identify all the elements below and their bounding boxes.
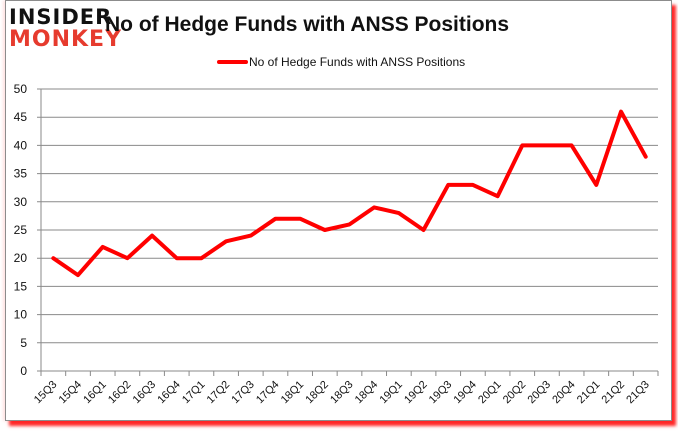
x-tick-label: 16Q1 xyxy=(81,379,109,407)
gridlines xyxy=(37,88,658,372)
y-tick-label: 5 xyxy=(20,336,27,350)
x-tick-label: 15Q3 xyxy=(32,379,60,407)
x-tick-label: 17Q2 xyxy=(205,379,233,407)
x-tick-label: 15Q4 xyxy=(57,379,85,407)
chart-legend: No of Hedge Funds with ANSS Positions xyxy=(217,54,465,70)
legend-line-swatch xyxy=(217,60,248,64)
x-tick-label: 16Q3 xyxy=(131,379,159,407)
insider-monkey-logo: INSIDER MONKEY xyxy=(9,6,127,52)
x-tick-label: 20Q2 xyxy=(501,379,529,407)
x-tick-label: 18Q4 xyxy=(353,379,381,407)
chart-title: No of Hedge Funds with ANSS Positions xyxy=(105,13,510,36)
x-tick-label: 21Q2 xyxy=(600,379,628,407)
x-tick-label: 17Q4 xyxy=(254,379,282,407)
y-axis: 0 5 10 15 20 25 30 35 40 45 50 xyxy=(14,82,42,378)
x-axis: 15Q315Q416Q116Q216Q316Q417Q117Q217Q317Q4… xyxy=(32,371,659,407)
y-tick-label: 40 xyxy=(14,138,28,152)
y-tick-label: 50 xyxy=(14,82,28,96)
x-tick-label: 18Q3 xyxy=(328,379,356,407)
x-tick-label: 18Q2 xyxy=(303,379,331,407)
x-tick-label: 16Q2 xyxy=(106,379,134,407)
y-tick-label: 0 xyxy=(20,364,27,378)
x-tick-label: 20Q1 xyxy=(476,379,504,407)
y-tick-label: 45 xyxy=(14,110,28,124)
x-tick-label: 17Q1 xyxy=(180,379,208,407)
x-tick-label: 19Q2 xyxy=(402,379,430,407)
y-tick-label: 30 xyxy=(14,195,28,209)
x-tick-label: 16Q4 xyxy=(155,379,183,407)
x-tick-label: 20Q3 xyxy=(526,379,554,407)
x-tick-label: 19Q4 xyxy=(451,379,479,407)
y-tick-label: 35 xyxy=(14,167,28,181)
data-series xyxy=(51,109,648,278)
x-tick-label: 21Q3 xyxy=(624,379,652,407)
chart-frame xyxy=(5,0,672,421)
x-tick-label: 17Q3 xyxy=(229,379,257,407)
logo-top-text: INSIDER xyxy=(9,5,113,29)
y-tick-label: 15 xyxy=(14,279,28,293)
x-tick-label: 20Q4 xyxy=(550,379,578,407)
x-tick-label: 18Q1 xyxy=(279,379,307,407)
series-line xyxy=(51,109,648,278)
logo-bottom-text: MONKEY xyxy=(9,27,123,52)
x-tick-label: 21Q1 xyxy=(575,379,603,407)
x-tick-label: 19Q3 xyxy=(427,379,455,407)
x-tick-label: 19Q1 xyxy=(377,379,405,407)
legend-label: No of Hedge Funds with ANSS Positions xyxy=(249,55,466,69)
y-tick-label: 20 xyxy=(14,251,28,265)
y-tick-label: 10 xyxy=(14,308,28,322)
y-tick-label: 25 xyxy=(14,223,28,237)
